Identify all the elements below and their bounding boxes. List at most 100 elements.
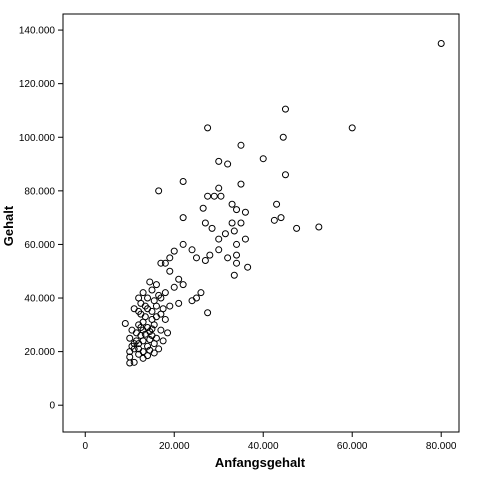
data-point [150,297,158,305]
data-point [128,326,136,334]
data-point [164,329,172,337]
x-tick-label: 20.000 [159,441,190,452]
data-point [146,278,154,286]
data-point [281,171,289,179]
data-point [126,359,134,367]
data-point [135,307,143,315]
data-point [237,180,245,188]
y-tick-label: 20.000 [24,347,55,358]
data-point [230,271,238,279]
data-point [139,354,147,362]
data-point [144,294,152,302]
data-point [259,155,267,163]
data-point [144,342,152,350]
data-point [179,214,187,222]
data-point [155,291,163,299]
y-tick-label: 100.000 [19,133,56,144]
data-point [315,223,323,231]
data-point [157,326,165,334]
data-point [201,219,209,227]
y-tick-label: 120.000 [19,79,56,90]
data-point [192,254,200,262]
data-point [161,259,169,267]
data-point [130,340,138,348]
data-point [135,350,143,358]
data-point [175,299,183,307]
data-point [233,259,241,267]
y-tick-label: 140.000 [19,26,56,37]
data-point [170,283,178,291]
data-point [224,160,232,168]
data-point [135,345,143,353]
data-point [437,39,445,47]
data-point [224,254,232,262]
data-point [237,141,245,149]
plot-frame [62,13,460,433]
data-point [293,224,301,232]
data-point [166,254,174,262]
data-points [121,39,445,367]
x-tick-label: 0 [82,441,88,452]
data-point [221,230,229,238]
data-point [237,219,245,227]
data-point [179,177,187,185]
data-point [126,334,134,342]
data-point [230,227,238,235]
data-point [175,275,183,283]
y-axis-title: Gehalt [1,205,16,246]
data-point [150,340,158,348]
data-point [150,349,158,357]
data-point [121,319,129,327]
data-point [155,345,163,353]
data-point [166,267,174,275]
data-point [279,133,287,141]
data-point [233,206,241,214]
x-tick-label: 80.000 [426,441,457,452]
data-point [204,124,212,132]
data-point [148,315,156,323]
x-tick-label: 40.000 [248,441,279,452]
data-point [152,281,160,289]
data-point [130,358,138,366]
data-point [206,251,214,259]
data-point [208,224,216,232]
data-point [233,251,241,259]
data-point [148,286,156,294]
data-point [244,263,252,271]
data-point [161,289,169,297]
x-tick-label: 60.000 [337,441,368,452]
data-point [137,324,145,331]
data-point [139,289,147,297]
data-point [228,219,236,227]
data-point [228,200,236,208]
data-point [126,348,134,356]
data-point [277,214,285,222]
y-axis-ticks: 0 20.000 40.000 60.000 80.000 100.000 120.000 1… [19,26,63,412]
x-axis-ticks: 0 20.000 40.000 60.000 80.000 [82,432,457,452]
data-point [141,313,149,321]
y-tick-label: 60.000 [24,240,55,251]
data-point [179,281,187,289]
data-point [157,259,165,267]
data-point [204,192,212,200]
data-point [170,247,178,255]
data-point [159,337,167,345]
data-point [146,336,154,344]
y-tick-label: 0 [49,401,55,412]
data-point [273,200,281,208]
data-point [166,302,174,310]
data-point [161,315,169,323]
y-tick-label: 40.000 [24,294,55,305]
data-point [270,216,278,224]
data-point [141,330,149,338]
data-point [215,246,223,254]
data-point [217,192,225,200]
data-point [199,204,207,212]
data-point [348,124,356,132]
data-point [204,309,212,317]
data-point [148,325,156,333]
data-point [215,184,223,192]
data-point [215,235,223,243]
data-point [197,289,205,297]
